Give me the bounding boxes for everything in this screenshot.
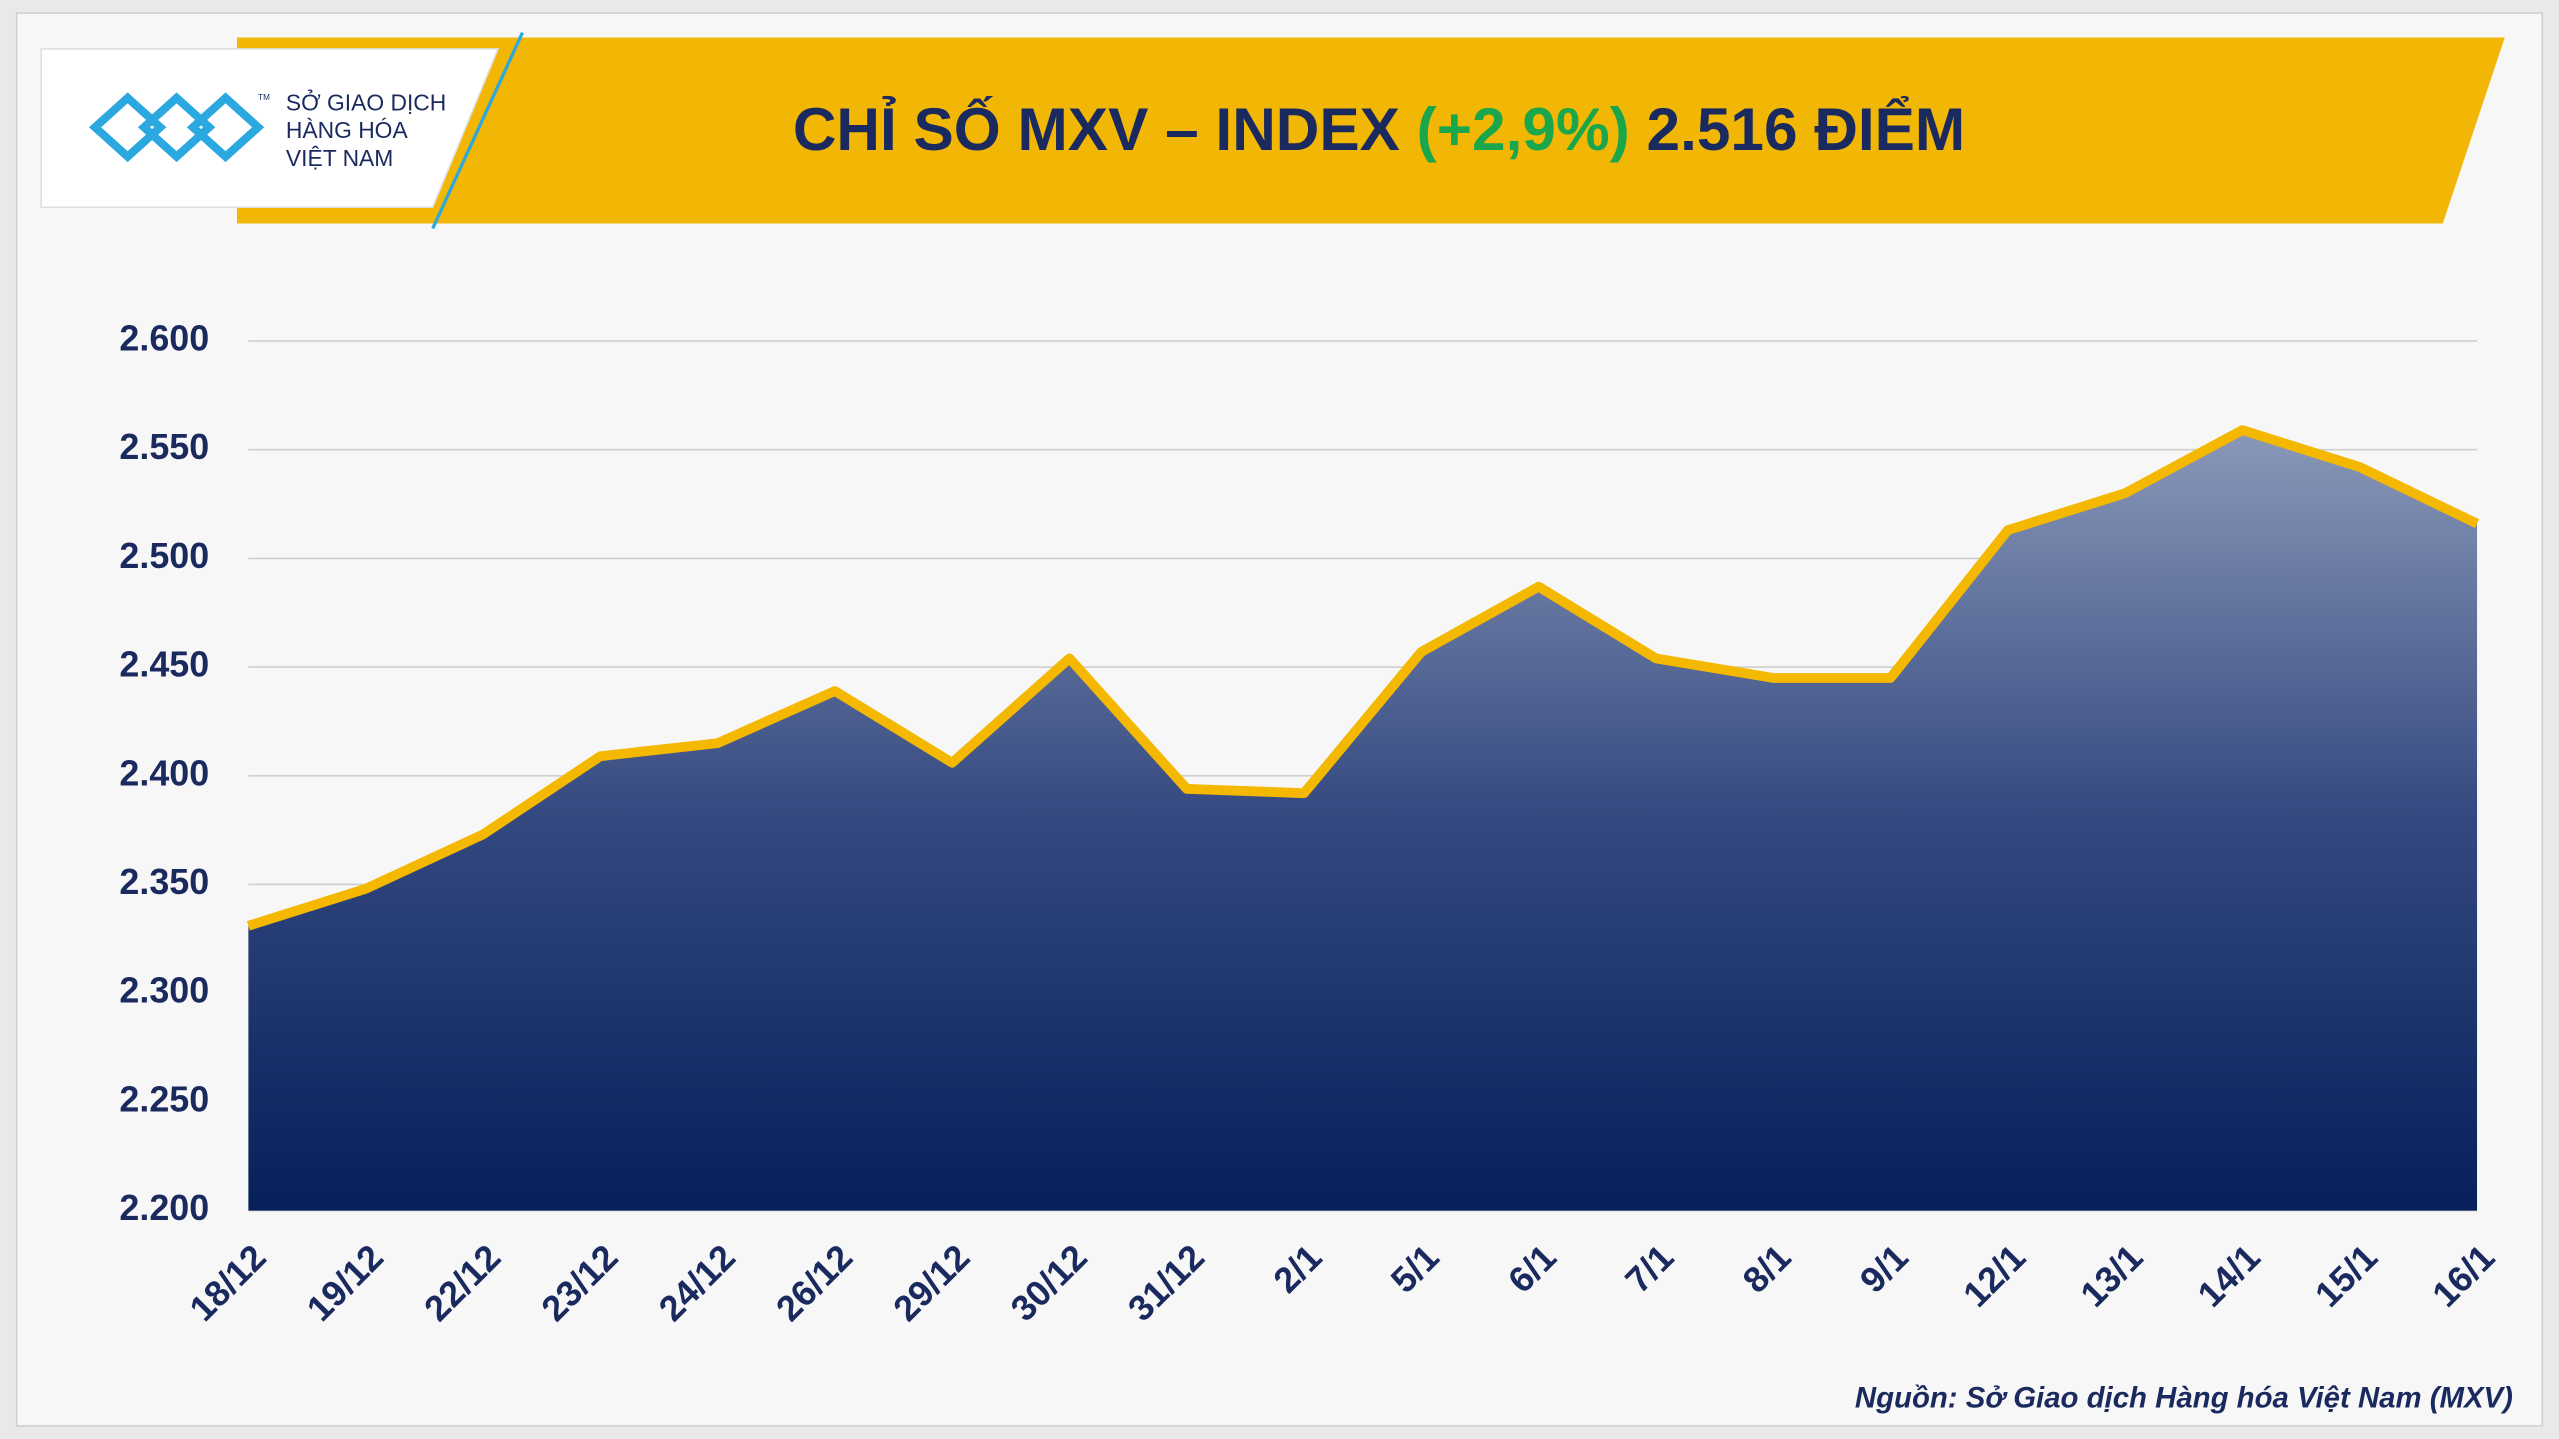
chart-title: CHỈ SỐ MXV – INDEX (+2,9%) 2.516 ĐIỂM <box>793 95 1965 163</box>
y-tick-label: 2.400 <box>119 753 209 793</box>
y-tick-label: 2.550 <box>119 427 209 467</box>
logo-text: SỞ GIAO DỊCH <box>286 89 446 115</box>
area <box>248 430 2478 1211</box>
logo-text: HÀNG HÓA <box>286 117 409 143</box>
title-value: 2.516 ĐIỂM <box>1646 95 1965 163</box>
logo-text: VIỆT NAM <box>286 145 393 171</box>
y-tick-label: 2.200 <box>119 1188 209 1228</box>
y-tick-label: 2.500 <box>119 536 209 576</box>
title-main: CHỈ SỐ MXV – INDEX <box>793 95 1400 163</box>
logo-mark: TM <box>258 93 270 102</box>
y-tick-label: 2.350 <box>119 862 209 902</box>
title-change: (+2,9%) <box>1417 95 1630 163</box>
source: Nguồn: Sở Giao dịch Hàng hóa Việt Nam (M… <box>1855 1382 2513 1415</box>
y-tick-label: 2.300 <box>119 971 209 1011</box>
y-tick-label: 2.250 <box>119 1079 209 1119</box>
logo-box <box>40 48 500 209</box>
y-tick-label: 2.450 <box>119 645 209 685</box>
logo-icon <box>88 92 265 163</box>
line <box>246 425 2480 931</box>
logo-accent <box>431 31 524 230</box>
y-tick-label: 2.600 <box>119 318 209 358</box>
banner <box>236 37 2505 224</box>
